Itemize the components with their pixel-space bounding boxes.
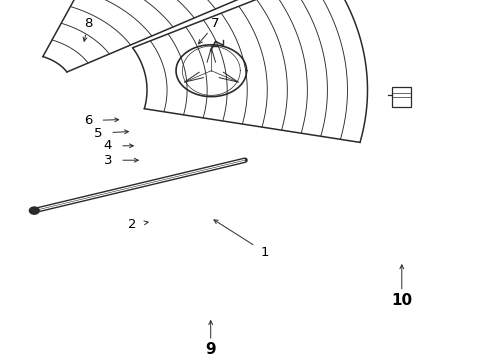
Text: 9: 9 [205, 342, 216, 357]
Text: 2: 2 [128, 219, 137, 231]
Text: 1: 1 [260, 246, 269, 258]
Text: 4: 4 [103, 139, 112, 152]
Circle shape [29, 207, 39, 214]
Text: 6: 6 [84, 114, 93, 127]
Text: 10: 10 [391, 293, 413, 308]
Text: 8: 8 [84, 17, 93, 30]
Text: 7: 7 [211, 17, 220, 30]
Bar [392, 87, 411, 107]
Text: 3: 3 [103, 154, 112, 167]
Text: 5: 5 [94, 127, 102, 140]
